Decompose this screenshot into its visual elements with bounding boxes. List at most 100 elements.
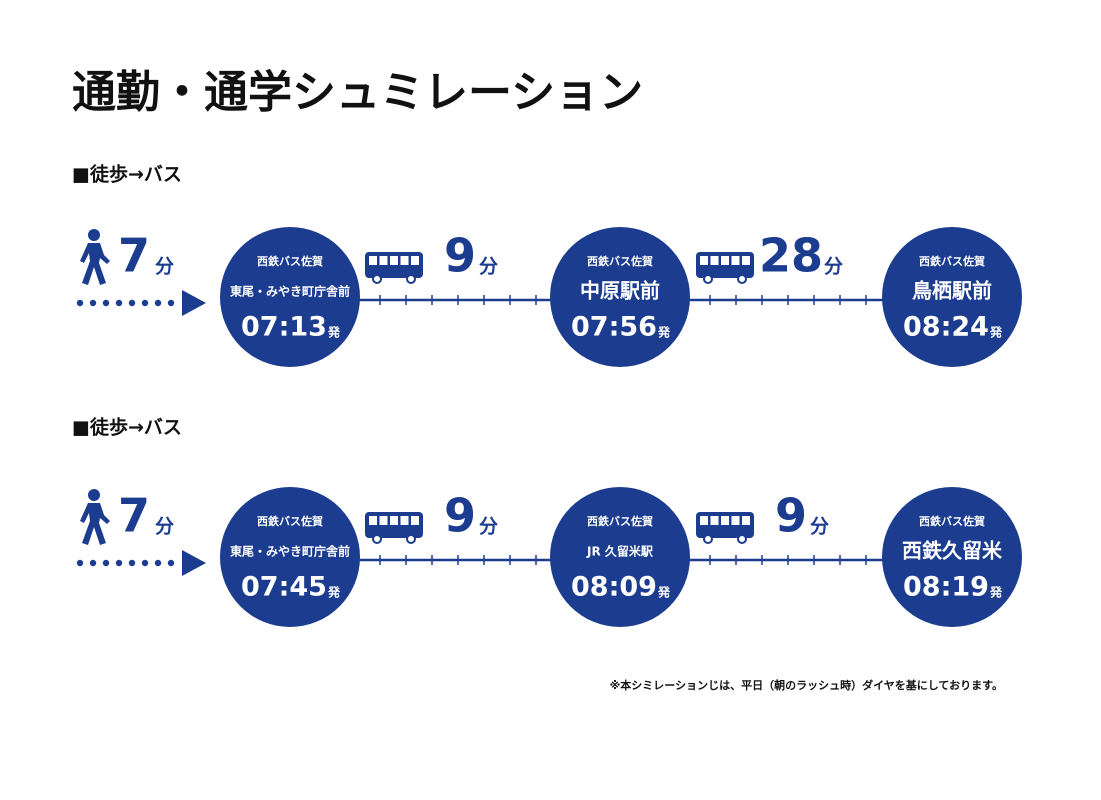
bus-window [411, 516, 419, 525]
footnote: ※本シミレーションじは、平日（朝のラッシュ時）ダイヤを基にしております。 [610, 678, 1003, 692]
walk-minutes: 7 [118, 489, 150, 543]
bus-window [721, 256, 729, 265]
stop-time: 07:45 [241, 572, 327, 603]
walk-dot [167, 299, 175, 307]
stop-suffix: 発 [989, 585, 1003, 600]
walk-dot [89, 559, 97, 567]
leg-unit: 分 [479, 516, 498, 538]
stop-time: 08:24 [903, 312, 989, 343]
bus-window [710, 256, 719, 265]
walk-dot [76, 559, 84, 567]
bus-window [731, 516, 740, 525]
walk-icon-head [88, 229, 100, 241]
stop-operator: 西鉄バス佐賀 [257, 514, 323, 528]
title: 通勤・通学シュミレーション [72, 67, 643, 118]
bus-wheel [703, 274, 713, 284]
stop-time: 08:19 [903, 572, 989, 603]
bus-wheel [406, 274, 416, 284]
bus-window [700, 516, 708, 525]
bus-wheel [737, 274, 747, 284]
bus-window [700, 256, 708, 265]
stop-operator: 西鉄バス佐賀 [587, 254, 653, 268]
bus-icon [365, 252, 423, 284]
bus-wheel [372, 274, 382, 284]
stop-name: 西鉄久留米 [902, 539, 1003, 563]
stop-time: 07:13 [241, 312, 327, 343]
bus-window [390, 256, 398, 265]
bus-icon [696, 512, 754, 544]
bus-window [721, 516, 729, 525]
stop-name: 鳥栖駅前 [912, 279, 992, 303]
walk-dot [167, 559, 175, 567]
stop-circle [882, 227, 1022, 367]
stop-suffix: 発 [657, 325, 671, 340]
stop-suffix: 発 [989, 325, 1003, 340]
stop-suffix: 発 [327, 325, 341, 340]
bus-window [369, 256, 377, 265]
walk-dot [154, 299, 162, 307]
leg-minutes: 28 [759, 229, 823, 283]
stop-operator: 西鉄バス佐賀 [257, 254, 323, 268]
walk-dot [102, 559, 110, 567]
leg-minutes: 9 [444, 489, 476, 543]
bus-icon [696, 252, 754, 284]
bus-window [400, 256, 409, 265]
stop-suffix: 発 [327, 585, 341, 600]
stop-suffix: 発 [657, 585, 671, 600]
section-label: ■徒歩→バス [72, 163, 182, 186]
stop-circle [220, 487, 360, 627]
stop-name: 中原駅前 [580, 279, 660, 303]
walk-dot [102, 299, 110, 307]
walk-dot [76, 299, 84, 307]
walk-dot [128, 559, 136, 567]
walk-dot [128, 299, 136, 307]
walk-icon [80, 489, 110, 545]
walk-unit: 分 [155, 256, 174, 278]
bus-icon [365, 512, 423, 544]
stop-circle [882, 487, 1022, 627]
bus-wheel [406, 534, 416, 544]
stop-name: 東尾・みやき町庁舎前 [230, 544, 350, 559]
leg-minutes: 9 [444, 229, 476, 283]
walk-dot [141, 299, 149, 307]
walk-unit: 分 [155, 516, 174, 538]
stop-operator: 西鉄バス佐賀 [919, 254, 985, 268]
leg-unit: 分 [824, 256, 843, 278]
walk-dot [154, 559, 162, 567]
bus-wheel [372, 534, 382, 544]
walk-arrow [182, 290, 206, 316]
stop-circle [550, 227, 690, 367]
stop-circle [220, 227, 360, 367]
walk-minutes: 7 [118, 229, 150, 283]
walk-dot [89, 299, 97, 307]
leg-unit: 分 [479, 256, 498, 278]
walk-icon-head [88, 489, 100, 501]
walk-dot [141, 559, 149, 567]
stop-name: 東尾・みやき町庁舎前 [230, 284, 350, 299]
stop-time: 07:56 [571, 312, 657, 343]
walk-icon-body [80, 503, 110, 545]
stop-time: 08:09 [571, 572, 657, 603]
bus-window [400, 516, 409, 525]
bus-window [411, 256, 419, 265]
walk-dot [115, 559, 123, 567]
bus-wheel [703, 534, 713, 544]
bus-window [390, 516, 398, 525]
stop-name: JR 久留米駅 [586, 544, 654, 559]
section-label: ■徒歩→バス [72, 416, 182, 439]
walk-arrow [182, 550, 206, 576]
bus-window [742, 256, 750, 265]
leg-minutes: 9 [775, 489, 807, 543]
bus-window [731, 256, 740, 265]
stop-circle [550, 487, 690, 627]
bus-window [379, 256, 388, 265]
bus-window [379, 516, 388, 525]
stop-operator: 西鉄バス佐賀 [919, 514, 985, 528]
stop-operator: 西鉄バス佐賀 [587, 514, 653, 528]
leg-unit: 分 [810, 516, 829, 538]
walk-icon-body [80, 243, 110, 285]
walk-icon [80, 229, 110, 285]
bus-window [369, 516, 377, 525]
